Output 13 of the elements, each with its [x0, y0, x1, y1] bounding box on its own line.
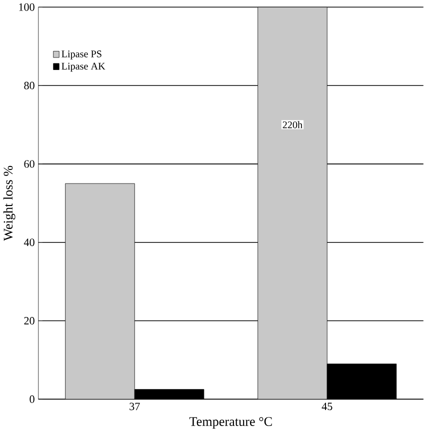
- legend-label: Lipase AK: [62, 62, 106, 72]
- y-tick-label: 0: [30, 395, 35, 403]
- y-tick-label: 100: [19, 3, 35, 11]
- legend-label: Lipase PS: [62, 50, 102, 60]
- annotation: 220h: [282, 121, 303, 128]
- y-tick-label: 80: [24, 82, 35, 90]
- y-tick-label: 60: [24, 160, 35, 168]
- x-tick-label: 37: [130, 402, 140, 410]
- y-tick-label: 40: [24, 238, 35, 246]
- y-axis-title: Weight loss %: [3, 166, 16, 241]
- x-tick-label: 45: [322, 402, 332, 410]
- y-tick-label: 20: [24, 317, 35, 325]
- x-axis-title: Temperature °C: [190, 417, 272, 429]
